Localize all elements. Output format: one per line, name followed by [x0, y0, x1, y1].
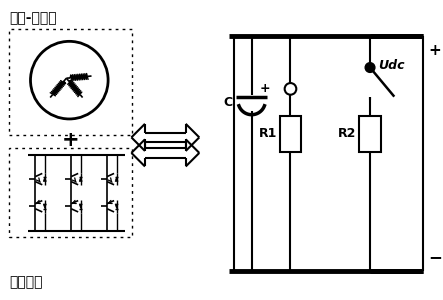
- Text: +: +: [62, 130, 79, 150]
- Text: R1: R1: [259, 128, 277, 140]
- Text: R2: R2: [338, 128, 357, 140]
- Circle shape: [365, 63, 375, 72]
- Bar: [359, 116, 381, 152]
- Bar: [280, 116, 301, 152]
- Text: +: +: [260, 82, 270, 95]
- Polygon shape: [79, 204, 82, 208]
- Text: 驱动电路: 驱动电路: [9, 276, 43, 290]
- Polygon shape: [43, 204, 47, 208]
- Text: 起动-发电机: 起动-发电机: [9, 11, 57, 25]
- Polygon shape: [115, 204, 118, 208]
- Text: C: C: [223, 96, 232, 110]
- Text: +: +: [428, 43, 441, 58]
- Polygon shape: [115, 177, 118, 182]
- Polygon shape: [43, 177, 47, 182]
- Polygon shape: [79, 177, 82, 182]
- Text: −: −: [428, 248, 442, 266]
- Text: Udc: Udc: [378, 59, 404, 72]
